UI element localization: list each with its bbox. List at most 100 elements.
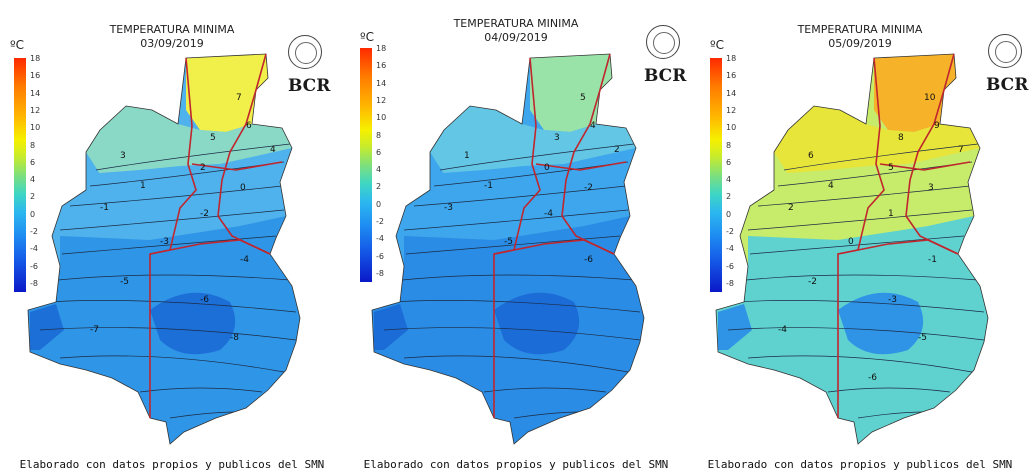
isotherm-line [827,387,951,393]
isotherm-line [59,209,285,231]
contour-label: -5 [120,277,129,287]
province-border [191,161,283,171]
temperature-band [430,106,636,174]
colorbar-tick-label: -6 [726,261,734,271]
isotherm-line [49,300,297,313]
map-title: TEMPERATURA MINIMA [797,23,923,36]
isotherm-line [783,143,979,171]
contour-label: 5 [210,133,216,143]
colorbar-tick-label: -4 [30,244,38,254]
colorbar-tick-label: 0 [30,209,36,219]
map-date: 03/09/2019 [140,37,204,50]
temperature-band [186,54,268,132]
colorbar-tick-label: 18 [726,54,737,63]
isotherm-line [747,355,973,373]
contour-label: 10 [924,93,936,103]
isotherm-line [39,327,297,341]
bcr-logo: BCR [288,76,331,96]
map-date: 04/09/2019 [484,31,548,44]
province-border [879,161,971,171]
isotherm-line [749,235,965,255]
colorbar-tick-label: 16 [726,71,737,81]
temperature-band [530,54,612,132]
colorbar-tick-label: -8 [726,278,734,288]
colorbar-tick-label: -4 [726,244,734,254]
contour-label: 2 [200,163,206,173]
contour-label: -5 [918,333,927,343]
isotherm-line [383,327,641,341]
map-panel-2: TEMPERATURA MINIMA 04/09/2019 BCR ºC 18 1… [344,0,688,476]
isotherm-line [413,185,627,207]
unit-label: ºC [360,30,375,44]
contour-label: -6 [584,255,593,265]
map-title: TEMPERATURA MINIMA [109,23,235,36]
isotherm-line [745,274,979,281]
contour-label: -6 [868,373,877,383]
colorbar-tick-label: -2 [726,227,734,236]
colorbar-tick-label: 10 [376,113,387,123]
contour-label: -2 [584,183,593,193]
isotherm-line [405,235,621,255]
contour-label: -1 [928,255,937,265]
colorbar-tick-label: 6 [726,157,732,167]
colorbar-tick-label: -8 [376,268,384,278]
colorbar-tick-label: 4 [30,175,36,185]
contour-label: 6 [808,151,814,161]
bcr-seal-icon [988,34,1022,68]
isotherm-line [727,327,985,341]
colorbar-tick-label: 6 [30,157,36,167]
temperature-band [374,292,580,355]
credit-text: Elaborado con datos propios y publicos d… [707,458,1013,471]
bcr-seal-icon [288,35,322,69]
isotherm-line [857,411,925,419]
temperature-colorbar [14,58,26,292]
temperature-band [718,292,924,355]
contour-label: 4 [590,121,596,131]
colorbar-tick-label: -8 [30,278,38,288]
contour-label: -4 [778,325,787,335]
unit-label: ºC [10,38,25,52]
colorbar-tick-label: 14 [726,88,737,98]
colorbar-tick-label: 10 [726,123,737,133]
isotherm-line [139,387,263,393]
contour-label: -4 [240,255,249,265]
contour-label: -1 [484,181,493,191]
contour-label: 7 [236,93,242,103]
contour-label: 7 [958,145,964,155]
isotherm-line [403,209,629,231]
region-outline [715,53,989,445]
colorbar-tick-label: -2 [30,227,38,236]
contour-label: 1 [140,181,146,191]
contour-label: -3 [444,203,453,213]
temperature-band [750,148,980,240]
colorbar-tick-label: 12 [376,95,387,105]
region-outline [371,53,645,445]
province-border [217,53,271,255]
colorbar-tick-label: 12 [726,105,737,115]
contour-label: 5 [580,93,586,103]
colorbar-tick-label: -2 [376,217,384,226]
temperature-band [406,148,636,240]
colorbar-tick-label: 2 [726,192,732,202]
temperature-band [774,106,980,174]
temperature-band [86,106,292,174]
map-title: TEMPERATURA MINIMA [453,17,579,30]
colorbar-tick-label: 8 [376,130,382,140]
unit-label: ºC [710,38,725,52]
isotherm-line [483,387,607,393]
temperature-band [874,54,956,132]
colorbar-tick-label: 0 [376,199,382,209]
isotherm-line [401,274,635,281]
contour-label: 5 [888,163,894,173]
contour-label: 0 [544,163,550,173]
colorbar-tick-label: -6 [376,251,384,261]
colorbar-tick-label: 14 [30,88,41,98]
map-date: 05/09/2019 [828,37,892,50]
colorbar-tick-label: 18 [376,44,387,53]
contour-label: 6 [246,121,252,131]
isotherm-line [61,235,277,255]
temperature-band [30,292,236,355]
